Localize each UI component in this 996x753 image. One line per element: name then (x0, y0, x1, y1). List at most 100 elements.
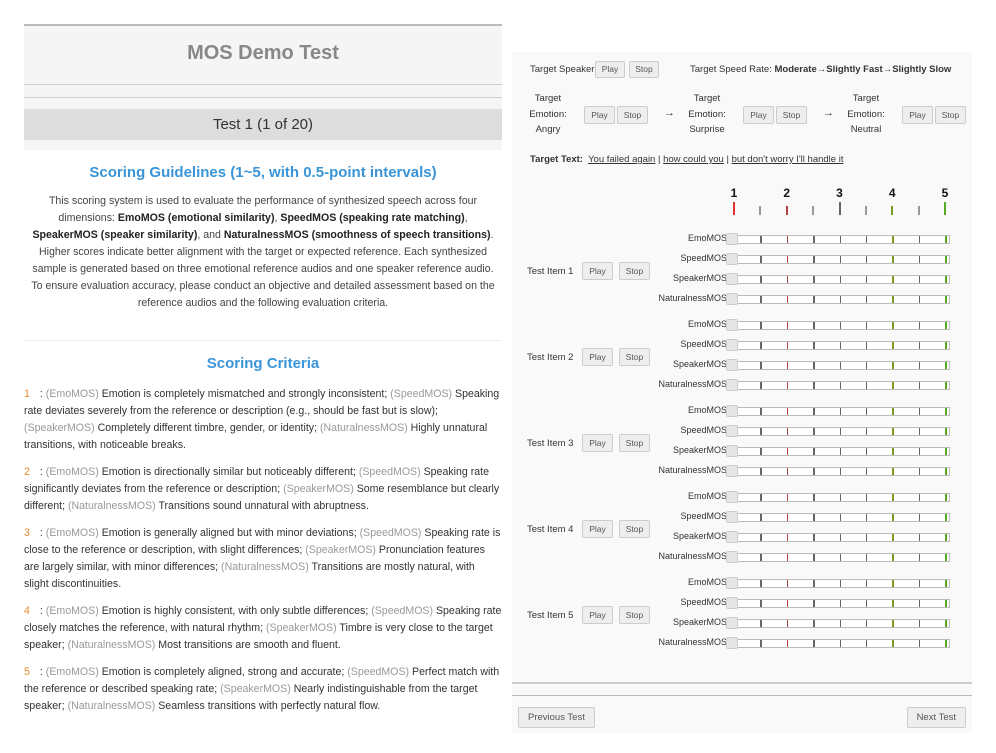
score-slider[interactable] (737, 533, 950, 542)
score-slider[interactable] (737, 619, 950, 628)
score-slider[interactable] (737, 255, 950, 264)
score-slider[interactable] (737, 513, 950, 522)
item-play-button[interactable]: Play (582, 348, 613, 366)
slider-thumb[interactable] (726, 425, 738, 437)
scale-number: 1 (730, 186, 738, 200)
score-slider[interactable] (737, 553, 950, 562)
score-slider[interactable] (737, 275, 950, 284)
score-slider[interactable] (737, 361, 950, 370)
slider-tick (760, 362, 762, 369)
emotion-stop-button[interactable]: Stop (935, 106, 966, 124)
criterion-text: : (39, 605, 46, 617)
criterion-text: : (39, 466, 46, 478)
slider-thumb[interactable] (726, 465, 738, 477)
text-segment-link[interactable]: You failed again (588, 154, 656, 165)
item-stop-button[interactable]: Stop (619, 520, 650, 538)
item-play-button[interactable]: Play (582, 434, 613, 452)
item-stop-button[interactable]: Stop (619, 606, 650, 624)
emotion-stop-button[interactable]: Stop (617, 106, 648, 124)
slider-thumb[interactable] (726, 405, 738, 417)
score-slider[interactable] (737, 427, 950, 436)
slider-tick (892, 534, 894, 541)
slider-tick (918, 408, 921, 415)
score-slider[interactable] (737, 467, 950, 476)
slider-thumb[interactable] (726, 233, 738, 245)
text-segment-link[interactable]: how could you (663, 154, 724, 165)
score-slider[interactable] (737, 321, 950, 330)
slider-thumb[interactable] (726, 359, 738, 371)
separator: | (726, 154, 729, 165)
slider-tick (813, 514, 815, 521)
target-emotion-label: Target Emotion: Angry (526, 91, 570, 138)
score-slider[interactable] (737, 599, 950, 608)
dimension-tag: (SpeedMOS) (371, 605, 434, 617)
emotion-play-button[interactable]: Play (902, 106, 933, 124)
slider-thumb[interactable] (726, 511, 738, 523)
item-play-button[interactable]: Play (582, 606, 613, 624)
emotion-stop-button[interactable]: Stop (776, 106, 807, 124)
slider-thumb[interactable] (726, 253, 738, 265)
slider-tick (918, 256, 921, 263)
slider-thumb[interactable] (726, 273, 738, 285)
slider-tick (786, 408, 789, 415)
text-segment-link[interactable]: but don't worry I'll handle it (731, 154, 844, 165)
dimension-tag: (SpeakerMOS) (305, 544, 376, 556)
slider-thumb[interactable] (726, 319, 738, 331)
slider-thumb[interactable] (726, 637, 738, 649)
score-slider[interactable] (737, 407, 950, 416)
slider-tick (865, 554, 868, 561)
slider-tick (760, 322, 762, 329)
score-slider[interactable] (737, 639, 950, 648)
score-slider[interactable] (737, 381, 950, 390)
test-item-label: Test Item 3 (527, 438, 574, 449)
text: Angry (535, 124, 561, 135)
score-slider[interactable] (737, 579, 950, 588)
slider-thumb[interactable] (726, 293, 738, 305)
score-slider[interactable] (737, 295, 950, 304)
slider-tick (813, 620, 815, 627)
speaker-play-button[interactable]: Play (595, 61, 625, 78)
criterion-score: 4 (24, 605, 30, 617)
item-stop-button[interactable]: Stop (619, 262, 650, 280)
slider-thumb[interactable] (726, 379, 738, 391)
dimension-tag: (SpeedMOS) (358, 466, 421, 478)
score-slider[interactable] (737, 447, 950, 456)
item-stop-button[interactable]: Stop (619, 348, 650, 366)
slider-thumb[interactable] (726, 597, 738, 609)
slider-thumb[interactable] (726, 531, 738, 543)
speaker-stop-button[interactable]: Stop (629, 61, 659, 78)
slider-tick (839, 468, 841, 475)
slider-thumb[interactable] (726, 445, 738, 457)
slider-tick (892, 408, 894, 415)
slider-tick (839, 428, 841, 435)
test-item-label: Test Item 5 (527, 610, 574, 621)
text: NaturalnessMOS (smoothness of speech tra… (223, 229, 491, 241)
item-stop-button[interactable]: Stop (619, 434, 650, 452)
dimension-tag: (EmoMOS) (45, 605, 99, 617)
emotion-play-button[interactable]: Play (584, 106, 615, 124)
slider-tick (786, 640, 789, 647)
item-play-button[interactable]: Play (582, 520, 613, 538)
dimension-label: SpeakerMOS (672, 445, 727, 455)
slider-tick (760, 600, 762, 607)
score-slider[interactable] (737, 493, 950, 502)
criterion-text: Perfect match with the reference or desc… (24, 666, 500, 695)
previous-test-button[interactable]: Previous Test (518, 707, 595, 728)
slider-tick (918, 640, 921, 647)
emotion-play-button[interactable]: Play (743, 106, 774, 124)
slider-tick (786, 600, 789, 607)
slider-thumb[interactable] (726, 491, 738, 503)
slider-thumb[interactable] (726, 339, 738, 351)
dimension-label: NaturalnessMOS (658, 379, 727, 389)
text: Target (852, 93, 880, 104)
slider-thumb[interactable] (726, 577, 738, 589)
slider-thumb[interactable] (726, 617, 738, 629)
next-test-button[interactable]: Next Test (906, 707, 966, 728)
score-slider[interactable] (737, 235, 950, 244)
slider-tick (865, 236, 868, 243)
slider-tick (892, 256, 894, 263)
item-play-button[interactable]: Play (582, 262, 613, 280)
separator: | (657, 154, 661, 165)
slider-thumb[interactable] (726, 551, 738, 563)
score-slider[interactable] (737, 341, 950, 350)
